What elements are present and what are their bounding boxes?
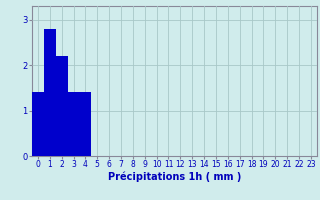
Bar (68, 92, 79, 156)
Bar (32, 92, 44, 156)
Bar (56, 56, 68, 156)
Bar (79, 92, 91, 156)
Bar (44, 29, 56, 156)
Bar (68, 92, 79, 156)
Bar (32, 92, 44, 156)
Bar (44, 29, 56, 156)
Bar (56, 56, 68, 156)
X-axis label: Précipitations 1h ( mm ): Précipitations 1h ( mm ) (108, 172, 241, 182)
Bar (79, 92, 91, 156)
